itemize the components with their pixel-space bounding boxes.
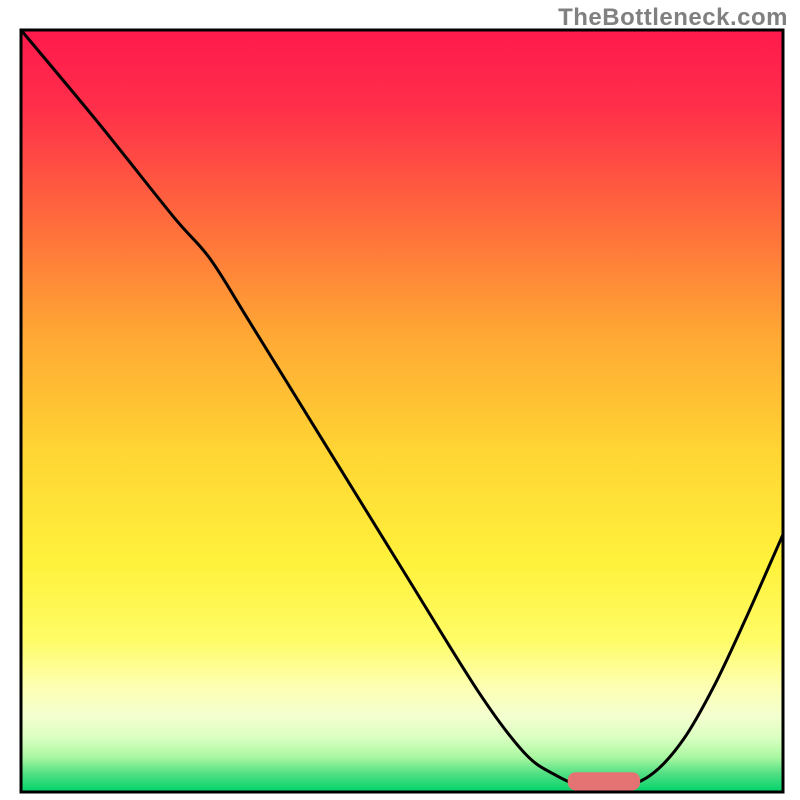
- watermark-text: TheBottleneck.com: [558, 4, 788, 32]
- optimal-range-marker: [568, 772, 640, 790]
- bottleneck-chart: [0, 0, 800, 800]
- gradient-background: [21, 30, 783, 792]
